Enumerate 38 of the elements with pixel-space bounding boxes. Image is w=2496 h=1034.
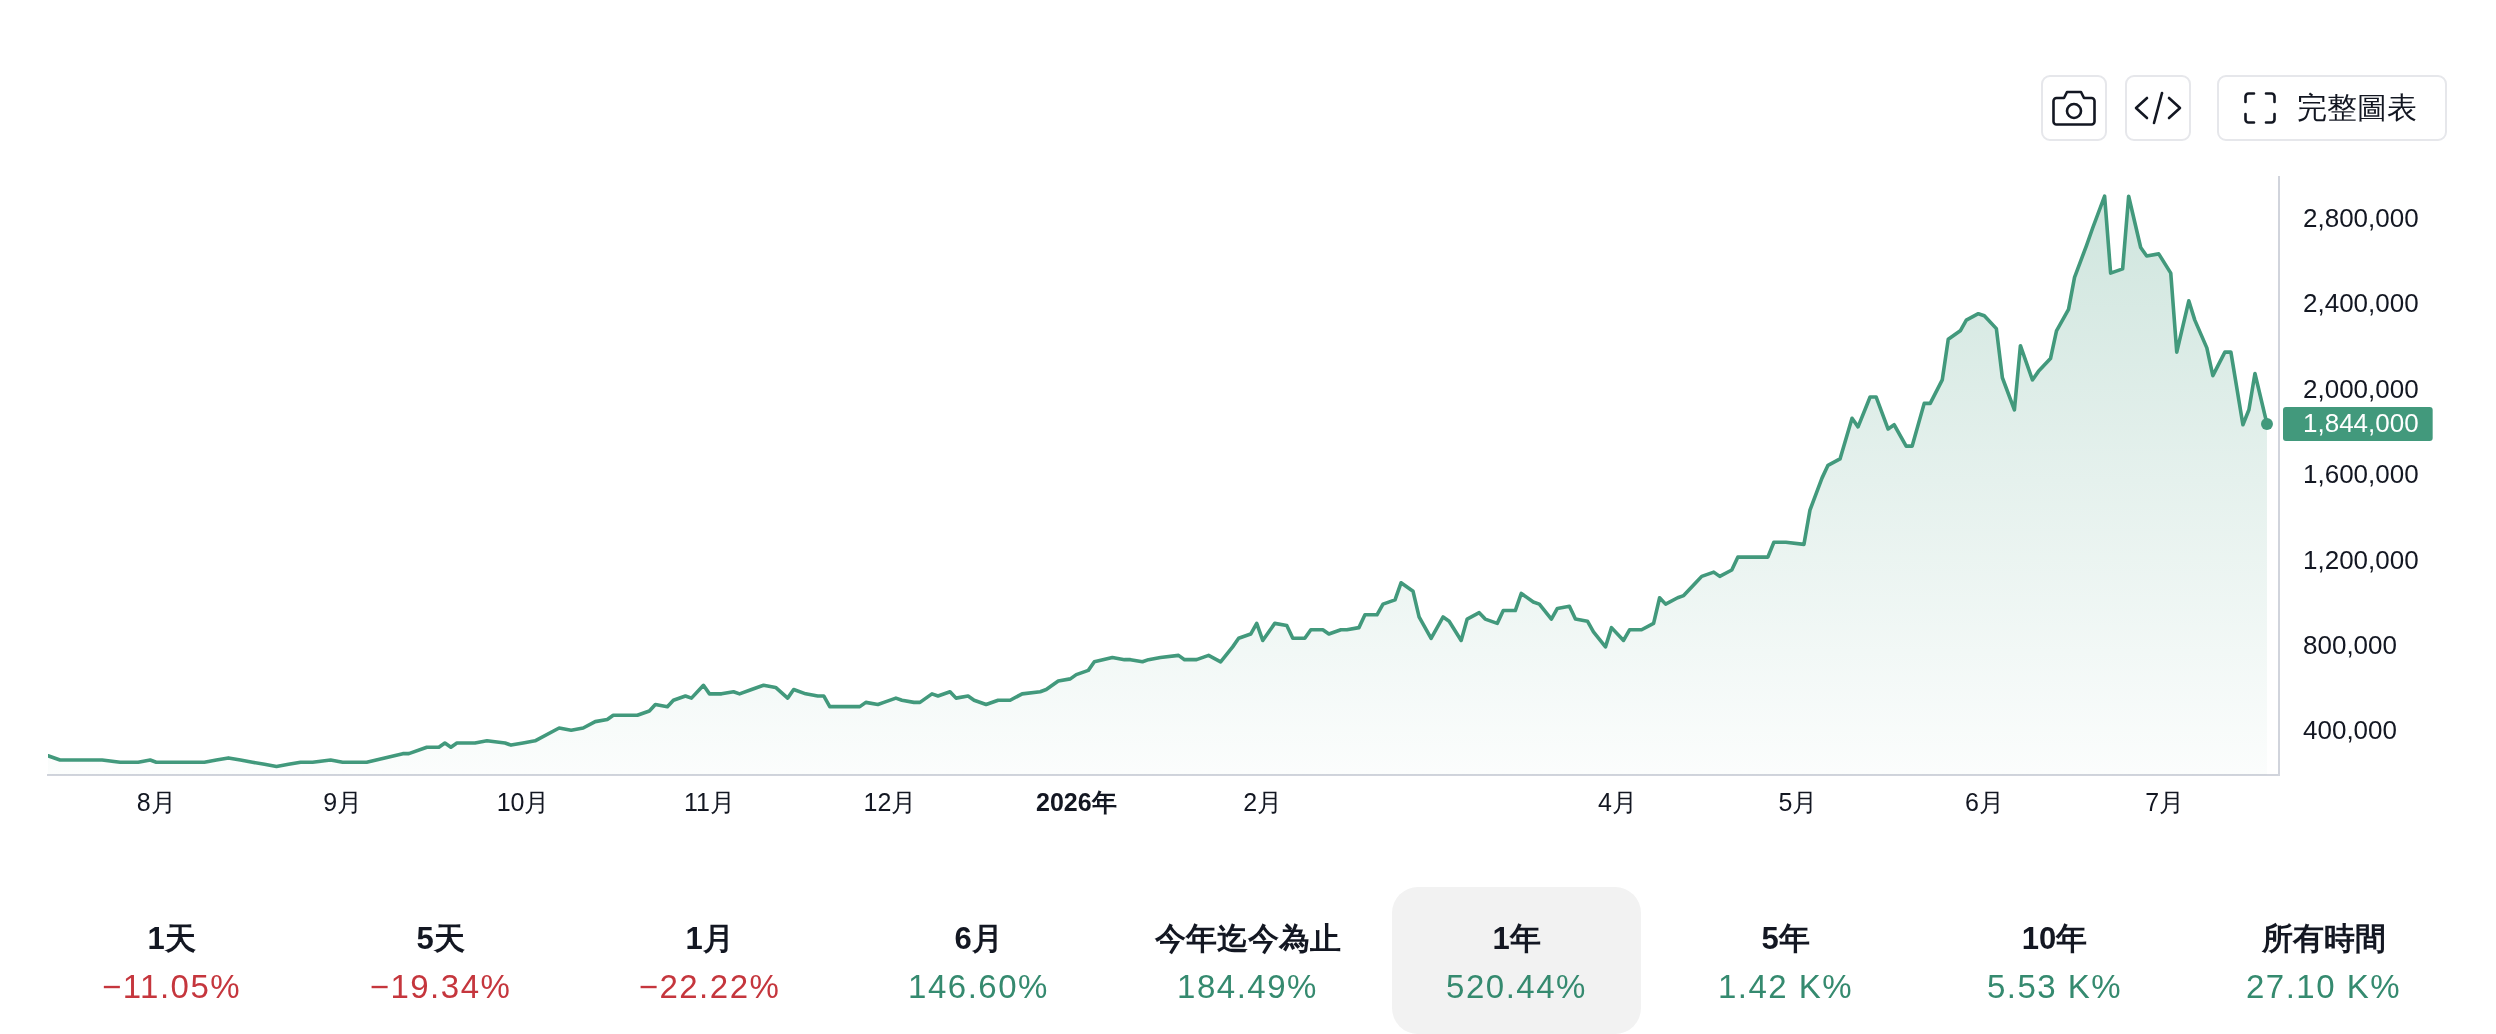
category-label: 所有時間 (2261, 920, 2386, 958)
x-tick-label: 4月 (1598, 787, 1637, 816)
x-tick-label: 2月 (1243, 787, 1283, 816)
text: −19.34% (369, 968, 512, 1005)
category-label: 1天 (147, 920, 196, 958)
category-label: 5年 (1761, 920, 1810, 958)
text: −22.22% (638, 968, 781, 1005)
category-label: 今年迄今為止 (1154, 920, 1341, 958)
text: 184.49% (1177, 968, 1318, 1005)
x-tick-label: 9月 (323, 787, 363, 816)
x-tick-label: 7月 (2145, 787, 2185, 816)
category-label: 6月 (954, 920, 1003, 958)
data-label: 1,844,000 (2303, 408, 2419, 439)
text: 完整圖表 (2297, 90, 2417, 126)
x-tick-label: 11月 (684, 787, 735, 816)
x-tick-label: 8月 (136, 787, 176, 816)
category-label: 1月 (685, 920, 734, 958)
x-tick-label: 2026年 (1035, 787, 1117, 816)
category-label: 5天 (416, 920, 465, 958)
text: −11.05% (101, 968, 242, 1005)
category-label: 1年 (1492, 920, 1541, 958)
y-tick-label: 2,400,000 (2303, 288, 2419, 319)
y-tick-label: 2,000,000 (2303, 373, 2419, 404)
x-tick-label: 10月 (496, 787, 550, 816)
y-tick-label: 400,000 (2303, 715, 2397, 746)
text: 146.60% (908, 968, 1049, 1005)
text: 5.53 K% (1986, 968, 2123, 1005)
x-tick-label: 12月 (863, 787, 917, 816)
text: 520.44% (1446, 968, 1587, 1005)
text: 1.42 K% (1717, 968, 1854, 1005)
text: 27.10 K% (2245, 968, 2402, 1005)
y-tick-label: 1,600,000 (2303, 459, 2419, 490)
y-tick-label: 2,800,000 (2303, 202, 2419, 233)
x-tick-label: 5月 (1778, 787, 1818, 816)
category-label: 10年 (2021, 920, 2088, 958)
y-tick-label: 1,200,000 (2303, 544, 2419, 575)
y-tick-label: 800,000 (2303, 630, 2397, 661)
x-tick-label: 6月 (1964, 787, 2004, 816)
